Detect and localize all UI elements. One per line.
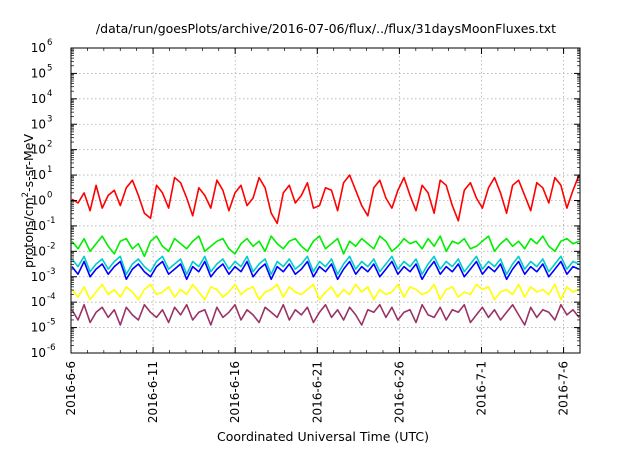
y-tick-label: 10 <box>31 194 46 208</box>
x-tick-label: 2016-7-6 <box>557 361 571 415</box>
series-line-4 <box>71 260 580 281</box>
x-tick-label: 2016-7-1 <box>474 361 488 415</box>
y-tick-exponent: -1 <box>47 216 55 226</box>
y-tick-exponent: 4 <box>47 89 52 99</box>
series-line-6 <box>71 303 580 326</box>
ticks <box>70 47 581 354</box>
y-tick-label: 10 <box>31 295 46 309</box>
x-tick-label: 2016-6-26 <box>392 361 406 423</box>
y-tick-label: 10 <box>31 66 46 80</box>
y-tick-exponent: -6 <box>47 343 55 353</box>
y-tick-label: 10 <box>31 168 46 182</box>
y-axis-label-sup: 2 <box>21 192 31 197</box>
y-tick-exponent: 0 <box>47 191 52 201</box>
x-axis-label: Coordinated Universal Time (UTC) <box>217 429 429 444</box>
y-tick-exponent: -5 <box>47 318 55 328</box>
x-tick-label: 2016-6-11 <box>146 361 160 423</box>
y-axis-label-post: -s-sr-MeV <box>21 134 36 192</box>
chart-title: /data/run/goesPlots/archive/2016-07-06/f… <box>96 21 556 36</box>
y-tick-label: 10 <box>31 117 46 131</box>
y-tick-label: 10 <box>31 244 46 258</box>
x-tick-labels: 2016-6-6 2016-6-11 2016-6-16 2016-6-21 2016-… <box>64 361 571 423</box>
y-tick-exponent: 2 <box>47 140 52 150</box>
y-tick-exponent: -2 <box>47 241 55 251</box>
y-tick-exponent: 6 <box>47 38 52 48</box>
y-axis-label: protons/cm2-s-sr-MeV <box>21 134 36 268</box>
series-layer <box>71 174 580 326</box>
y-tick-exponent: 5 <box>47 63 52 73</box>
y-tick-exponent: -3 <box>47 267 55 277</box>
y-tick-exponent: -4 <box>47 292 55 302</box>
y-tick-exponent: 1 <box>47 165 52 175</box>
x-tick-label: 2016-6-16 <box>228 361 242 423</box>
y-tick-label: 10 <box>31 219 46 233</box>
y-axis-label-pre: protons/cm <box>21 197 36 268</box>
y-tick-label: 10 <box>31 321 46 335</box>
y-tick-label: 10 <box>31 270 46 284</box>
y-tick-label: 10 <box>31 92 46 106</box>
y-tick-label: 10 <box>31 346 46 360</box>
y-tick-label: 10 <box>31 143 46 157</box>
series-line-1 <box>71 174 580 225</box>
y-tick-label: 10 <box>31 41 46 55</box>
series-line-5 <box>71 283 580 301</box>
y-tick-exponent: 3 <box>47 114 52 124</box>
x-tick-label: 2016-6-21 <box>310 361 324 423</box>
series-line-3 <box>71 255 580 276</box>
x-tick-label: 2016-6-6 <box>64 361 78 415</box>
series-line-2 <box>71 235 580 258</box>
